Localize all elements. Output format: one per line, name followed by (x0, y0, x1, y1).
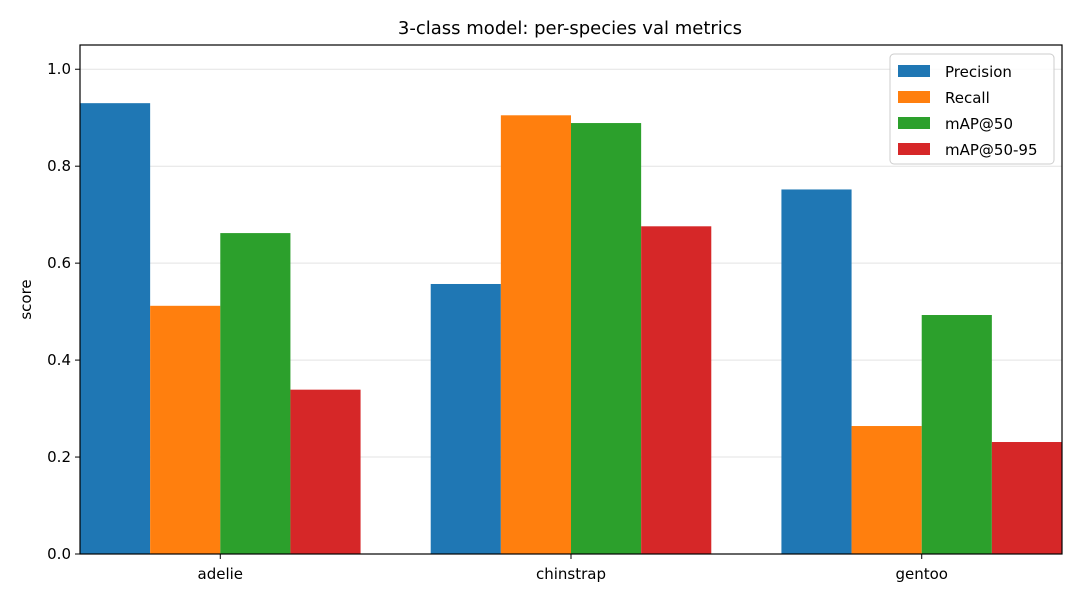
legend-label: Recall (945, 89, 990, 107)
bar (80, 103, 151, 555)
y-tick-label: 0.2 (47, 448, 71, 466)
y-tick-label: 0.4 (47, 351, 71, 369)
legend-box (889, 53, 1055, 165)
bar (781, 189, 852, 554)
bars (80, 103, 1062, 555)
chart-title: 3-class model: per-species val metrics (398, 18, 742, 39)
y-tick-label: 0.8 (47, 157, 71, 175)
bar (991, 442, 1062, 554)
bar (851, 426, 922, 554)
legend-swatch (898, 117, 930, 129)
x-tick-label: chinstrap (536, 565, 606, 583)
legend: Precision Recall mAP@50 mAP@50-95 (889, 53, 1055, 165)
y-tick-label: 0.6 (47, 254, 71, 272)
x-tick-label: adelie (198, 565, 244, 583)
legend-label: mAP@50 (945, 115, 1013, 133)
bar (290, 389, 361, 554)
y-axis: 0.0 0.2 0.4 0.6 0.8 1.0 (47, 60, 80, 563)
bar (430, 283, 501, 554)
bar (500, 115, 571, 555)
y-tick-label: 1.0 (47, 60, 71, 78)
x-tick-label: gentoo (895, 565, 948, 583)
bar (150, 305, 221, 554)
legend-label: mAP@50-95 (945, 141, 1038, 159)
legend-swatch (898, 65, 930, 77)
y-tick-label: 0.0 (47, 545, 71, 563)
bar (220, 233, 291, 554)
bar (571, 123, 642, 555)
legend-swatch (898, 143, 930, 155)
bar (641, 226, 712, 554)
y-axis-label: score (17, 279, 35, 319)
legend-swatch (898, 91, 930, 103)
bar (921, 315, 992, 554)
x-axis: adelie chinstrap gentoo (198, 554, 948, 583)
legend-label: Precision (945, 63, 1012, 81)
